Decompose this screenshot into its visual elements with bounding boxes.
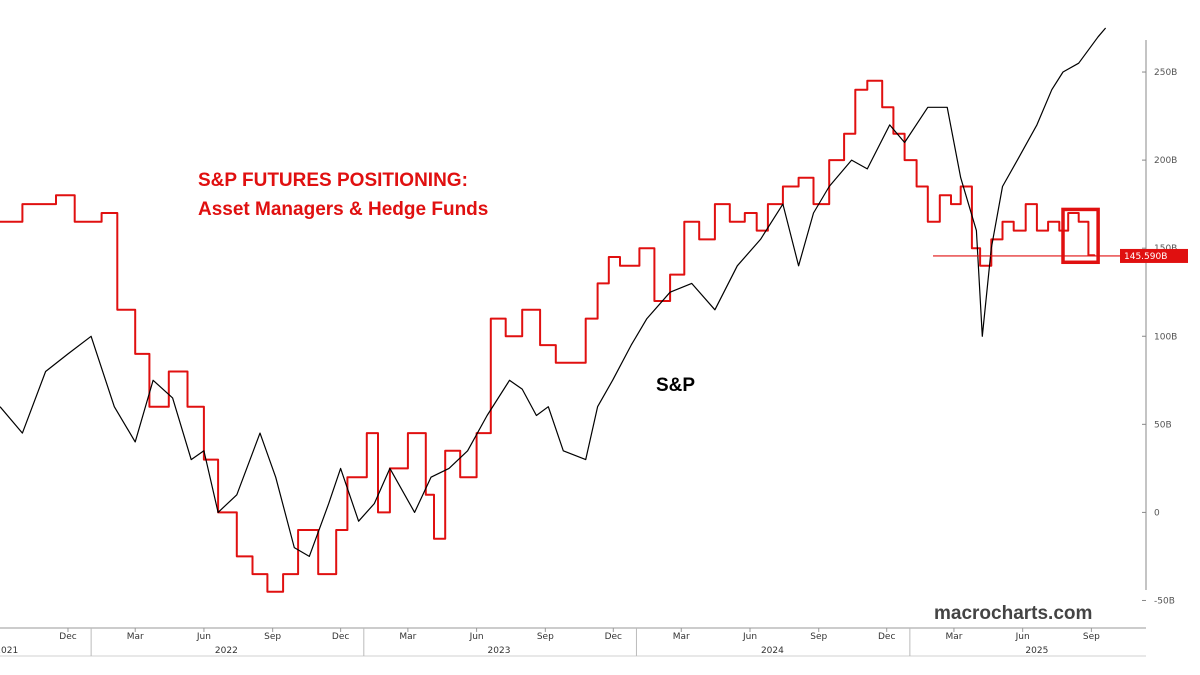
watermark: macrocharts.com <box>934 603 1092 624</box>
last-value-badge <box>1120 248 1188 263</box>
x-year-label: 2024 <box>761 646 784 656</box>
x-tick-label: Jun <box>196 632 211 642</box>
highlight-box <box>1061 207 1100 265</box>
x-year-label: 2023 <box>488 646 511 656</box>
y-tick-label: -50B <box>1154 596 1175 606</box>
x-year-label: 2022 <box>215 646 238 656</box>
x-tick-label: Dec <box>59 632 76 642</box>
x-tick-label: Mar <box>127 632 144 642</box>
positioning-series-line <box>0 79 1096 593</box>
last-value-badge-label: 145.590B <box>1124 252 1167 262</box>
x-tick-label: Dec <box>605 632 622 642</box>
y-tick-label: 250B <box>1154 68 1177 78</box>
x-tick-label: Dec <box>332 632 349 642</box>
x-tick-label: Mar <box>399 632 416 642</box>
axes: -50B050B100B150B200B250BDecMarJunSepDecM… <box>0 40 1177 657</box>
x-tick-label: Sep <box>1083 632 1100 642</box>
y-tick-label: 0 <box>1154 508 1160 518</box>
chart-title-line2: Asset Managers & Hedge Funds <box>198 199 488 220</box>
x-tick-label: Mar <box>945 632 962 642</box>
annotations: S&P FUTURES POSITIONING: Asset Managers … <box>198 170 1092 624</box>
x-tick-label: Sep <box>810 632 827 642</box>
y-tick-label: 100B <box>1154 332 1177 342</box>
sp-series-label: S&P <box>656 375 695 396</box>
sp-series-line <box>0 27 1107 557</box>
x-tick-label: Jun <box>469 632 484 642</box>
x-tick-label: Sep <box>537 632 554 642</box>
x-year-label: 2021 <box>0 646 18 656</box>
x-tick-label: Dec <box>878 632 895 642</box>
y-tick-label: 50B <box>1154 420 1172 430</box>
x-tick-label: Sep <box>264 632 281 642</box>
y-tick-label: 200B <box>1154 156 1177 166</box>
x-year-label: 2025 <box>1025 646 1048 656</box>
chart-title-line1: S&P FUTURES POSITIONING: <box>198 170 468 191</box>
x-tick-label: Jun <box>742 632 757 642</box>
x-tick-label: Mar <box>673 632 690 642</box>
x-tick-label: Jun <box>1015 632 1030 642</box>
series-layer: 145.590B <box>0 27 1188 593</box>
